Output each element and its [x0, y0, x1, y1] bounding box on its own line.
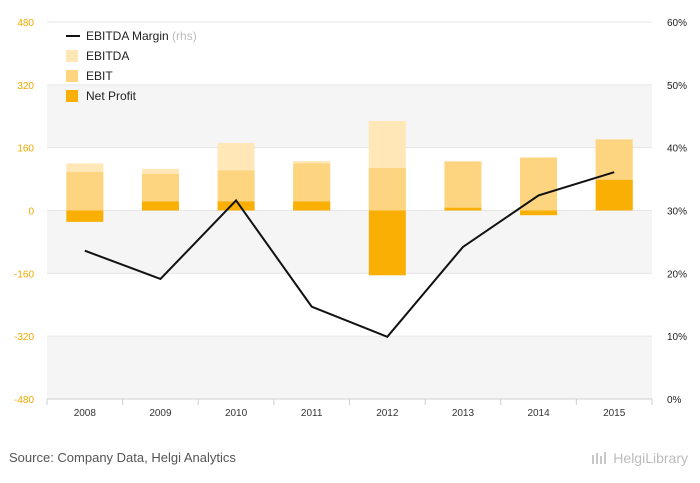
library-icon [592, 452, 607, 464]
right-axis-tick-label: 0% [667, 395, 682, 406]
bar-net-profit [444, 207, 482, 211]
left-axis-tick-label: 320 [17, 81, 34, 92]
chart: 480 320 160 0 -160 -320 -480 60% 50% 40% 30% 20% 10%… [14, 18, 687, 419]
x-axis-label: 2014 [527, 408, 550, 419]
line-ebitda-margin [84, 171, 615, 338]
legend-label-ebit: EBIT [86, 69, 113, 83]
right-axis-tick-label: 20% [667, 269, 687, 280]
legend-swatch-ebit [66, 70, 78, 82]
brand-logo[interactable]: HelgiLibrary [591, 450, 688, 466]
left-axis-tick-label: -320 [14, 332, 34, 343]
right-axis-tick-label: 60% [667, 18, 687, 29]
bar-ebit [444, 161, 482, 211]
left-axis-tick-label: 160 [17, 144, 34, 155]
bar-net-profit [595, 179, 633, 211]
right-axis-tick-label: 50% [667, 81, 687, 92]
bar-ebit [368, 168, 406, 211]
bar-net-profit [141, 201, 179, 211]
left-axis-tick-label: 480 [17, 18, 34, 29]
legend-label-net-profit: Net Profit [86, 89, 137, 103]
x-axis-label: 2013 [452, 408, 475, 419]
x-axis-label: 2010 [225, 408, 248, 419]
source-note: Source: Company Data, Helgi Analytics [9, 450, 236, 465]
x-axis-label: 2015 [603, 408, 626, 419]
bar-net-profit [368, 210, 406, 276]
right-axis-tick-label: 10% [667, 332, 687, 343]
legend-label-ebitda-margin: EBITDA Margin (rhs) [86, 29, 197, 43]
bar-net-profit [520, 210, 558, 216]
x-axis-label: 2009 [149, 408, 172, 419]
x-axis-label: 2012 [376, 408, 399, 419]
grid-band [47, 210, 652, 274]
bar-net-profit [66, 210, 104, 222]
left-axis-tick-label: -160 [14, 269, 34, 280]
legend-swatch-ebitda [66, 50, 78, 62]
grid-band [47, 84, 652, 148]
left-axis-tick-label: -480 [14, 395, 34, 406]
legend-rhs-note: (rhs) [172, 29, 197, 43]
grid-band [47, 336, 652, 399]
bar-net-profit [293, 201, 331, 211]
legend-label-ebitda: EBITDA [86, 49, 129, 63]
x-axis-label: 2008 [74, 408, 97, 419]
bar-ebit [66, 172, 104, 211]
brand-name: HelgiLibrary [613, 450, 688, 466]
right-axis-tick-label: 40% [667, 144, 687, 155]
bar-ebit [520, 157, 558, 211]
legend-swatch-net-profit [66, 90, 78, 102]
bar-net-profit [217, 201, 255, 211]
right-axis-tick-label: 30% [667, 207, 687, 218]
x-axis-label: 2011 [301, 408, 323, 419]
left-axis-tick-label: 0 [28, 207, 34, 218]
